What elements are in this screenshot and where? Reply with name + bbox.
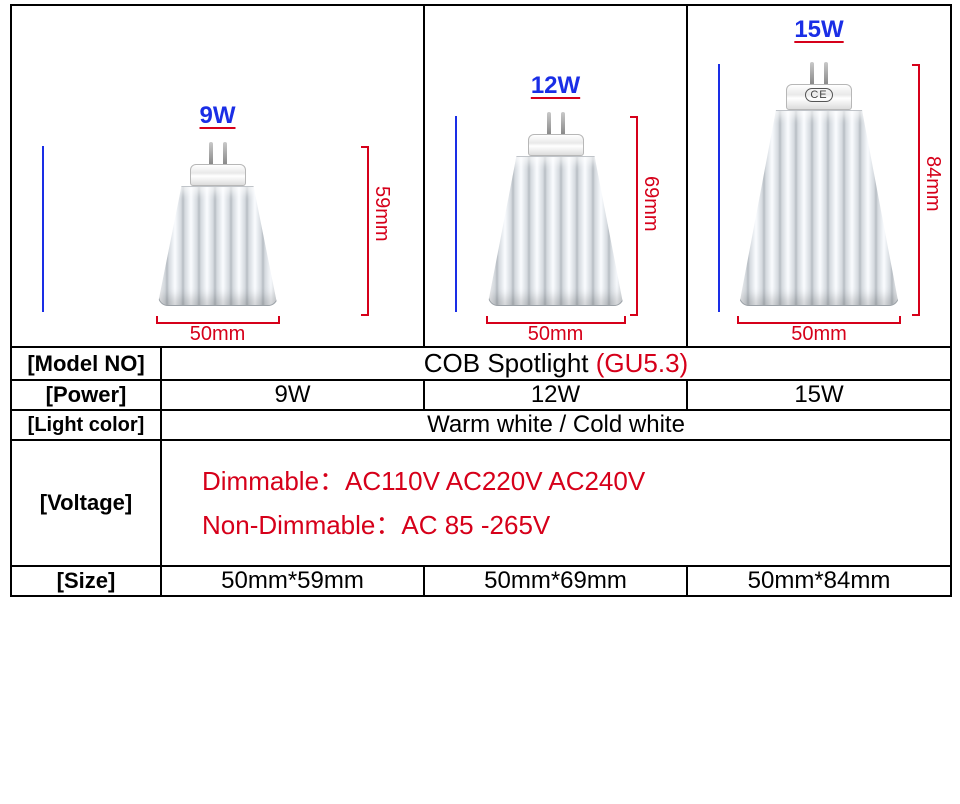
height-label: 69mm: [639, 176, 662, 232]
header-size: [Size]: [11, 566, 161, 596]
voltage-dimmable: Dimmable：AC110V AC220V AC240V: [202, 459, 910, 503]
header-model: [Model NO]: [11, 347, 161, 380]
watt-label: 15W: [794, 16, 843, 44]
row-size: [Size] 50mm*59mm 50mm*69mm 50mm*84mm: [11, 566, 951, 596]
power-0: 9W: [161, 380, 424, 410]
header-voltage: [Voltage]: [11, 440, 161, 566]
height-label: 59mm: [370, 186, 393, 242]
height-label: 84mm: [921, 156, 944, 212]
size-1: 50mm*69mm: [424, 566, 687, 596]
model-socket: (GU5.3): [596, 348, 688, 378]
header-light-color: [Light color]: [11, 410, 161, 440]
voltage-nondimmable: Non-Dimmable：AC 85 -265V: [202, 503, 910, 547]
row-light-color: [Light color] Warm white / Cold white: [11, 410, 951, 440]
bulb: [158, 142, 278, 306]
spec-table: 9W 50mm 59mm 12W 50mm 69mm 15W CE 50mm 84mm [Mo…: [10, 4, 952, 597]
width-label: 50mm: [528, 323, 584, 346]
row-power: [Power] 9W 12W 15W: [11, 380, 951, 410]
bulb: CE: [739, 62, 899, 306]
diagram-row: 9W 50mm 59mm 12W 50mm 69mm 15W CE 50mm 84mm: [11, 5, 951, 347]
width-label: 50mm: [791, 323, 847, 346]
value-model: COB Spotlight (GU5.3): [161, 347, 951, 380]
model-plain: COB Spotlight: [424, 348, 596, 378]
watt-label: 9W: [200, 102, 236, 130]
bulb: [488, 112, 624, 306]
row-model: [Model NO] COB Spotlight (GU5.3): [11, 347, 951, 380]
bulb-diagram-12w: 12W 50mm 69mm: [425, 6, 686, 346]
header-power: [Power]: [11, 380, 161, 410]
row-voltage: [Voltage] Dimmable：AC110V AC220V AC240V …: [11, 440, 951, 566]
size-0: 50mm*59mm: [161, 566, 424, 596]
width-label: 50mm: [190, 323, 246, 346]
bulb-diagram-15w: 15W CE 50mm 84mm: [688, 6, 950, 346]
size-2: 50mm*84mm: [687, 566, 951, 596]
value-light-color: Warm white / Cold white: [161, 410, 951, 440]
power-2: 15W: [687, 380, 951, 410]
power-1: 12W: [424, 380, 687, 410]
value-voltage: Dimmable：AC110V AC220V AC240V Non-Dimmab…: [161, 440, 951, 566]
bulb-diagram-9w: 9W 50mm 59mm: [12, 6, 423, 346]
watt-label: 12W: [531, 72, 580, 100]
